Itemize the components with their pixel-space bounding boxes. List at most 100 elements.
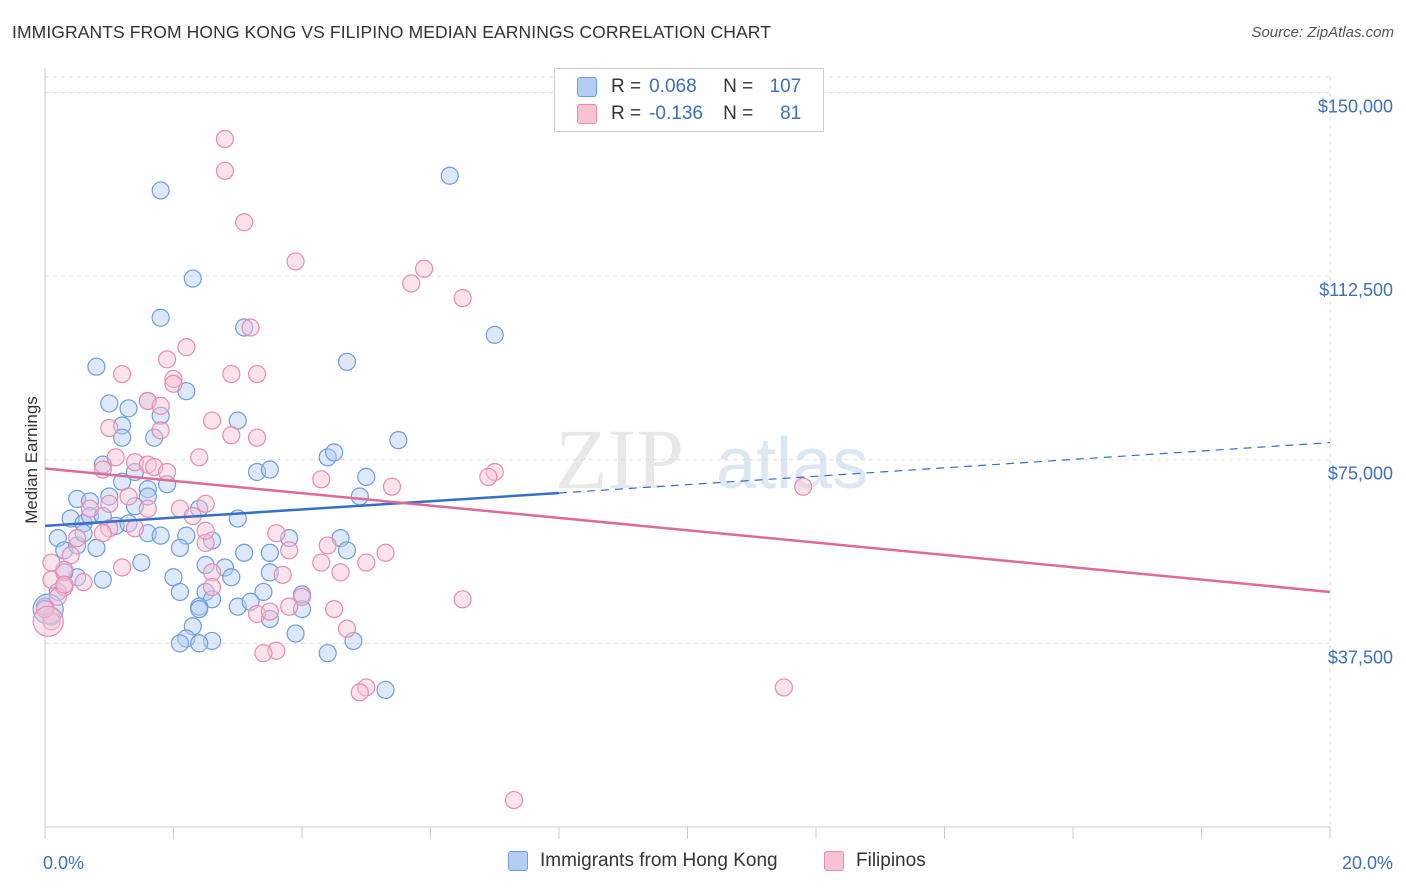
data-point-filipinos [196,521,215,540]
y-tick-label: $150,000 [1318,96,1393,116]
data-point-filipinos [280,597,299,616]
data-point-filipinos [402,274,421,293]
data-point-filipinos [350,683,369,702]
legend-r-label: R = [611,76,642,97]
data-point-filipinos [222,426,241,445]
y-tick-label: $75,000 [1328,464,1393,484]
data-point-hongkong [151,181,170,200]
data-point-filipinos [260,602,279,621]
data-point-hongkong [485,325,504,344]
watermark-atlas: atlas [716,424,868,504]
data-point-filipinos [151,421,170,440]
watermark-zip: ZIP [555,411,684,507]
data-point-filipinos [151,396,170,415]
data-point-hongkong [80,492,100,511]
data-point-filipinos [74,573,93,592]
data-point-filipinos [202,411,222,430]
data-point-hongkong [357,467,376,486]
data-point-hongkong [286,624,305,643]
data-point-hongkong [350,487,369,506]
data-point-filipinos [177,338,196,357]
data-point-filipinos [254,644,273,663]
data-point-filipinos [100,418,119,438]
data-point-filipinos [241,318,260,337]
data-point-hongkong [337,541,357,560]
data-point-filipinos [414,259,434,278]
data-point-hongkong [100,394,119,413]
data-point-filipinos [376,543,395,562]
legend-n-value: 107 [769,76,802,97]
data-point-hongkong [151,526,170,545]
data-point-hongkong [222,568,241,587]
trend-lines [44,442,1331,594]
data-point-filipinos [157,462,177,482]
data-point-hongkong [170,582,190,602]
legend-swatch-hongkong [577,77,597,97]
correlation-legend: R = 0.068 N = 107 R = -0.136 N = 81 [554,68,824,132]
data-point-hongkong [151,406,170,425]
data-point-hongkong [138,480,157,499]
data-point-filipinos [157,350,177,369]
chart-title: IMMIGRANTS FROM HONG KONG VS FILIPINO ME… [12,22,772,42]
data-point-filipinos [453,289,472,308]
legend-row-hongkong: R = 0.068 N = 107 [577,75,801,99]
data-point-hongkong [132,553,151,572]
data-point-hongkong [190,599,209,619]
data-point-filipinos [331,563,350,582]
x-tick-label: 0.0% [43,853,84,873]
data-point-filipinos [138,499,157,518]
series-legend-label: Immigrants from Hong Kong [540,850,778,871]
data-point-hongkong [260,460,279,479]
x-tick-labels: 0.0% 20.0% [43,853,1393,873]
data-point-hongkong [151,308,170,327]
data-point-hongkong [235,318,254,337]
data-point-hongkong [145,428,164,447]
data-point-hongkong [389,431,408,450]
data-point-hongkong [337,352,357,371]
data-point-filipinos [100,494,119,513]
data-point-filipinos [202,563,222,582]
legend-r-value: -0.136 [649,103,703,124]
series-filipinos-points [32,129,813,810]
legend-n-label: N = [723,76,754,97]
data-point-filipinos [112,558,132,577]
data-point-hongkong [100,487,119,506]
data-point-filipinos [190,448,209,467]
legend-row-filipinos: R = -0.136 N = 81 [577,102,801,126]
data-point-filipinos [42,553,61,572]
series-legend: Immigrants from Hong Kong Filipinos [0,850,1406,878]
series-legend-label: Filipinos [856,850,926,871]
series-hongkong-points [32,166,504,699]
series-legend-item-hongkong: Immigrants from Hong Kong [508,850,778,872]
data-point-filipinos [68,528,87,548]
data-point-hongkong [190,634,209,653]
data-point-hongkong [170,538,190,557]
data-point-filipinos [119,487,138,506]
data-point-hongkong [119,399,138,418]
data-point-filipinos [794,477,813,496]
data-point-filipinos [35,599,55,619]
chart-source: Source: ZipAtlas.com [1251,24,1394,41]
data-point-filipinos [479,467,498,486]
x-tick-label: 20.0% [1342,853,1393,873]
data-point-hongkong [235,543,254,562]
data-point-filipinos [325,599,344,619]
data-point-filipinos [106,448,125,467]
series-swatch-filipinos [824,851,844,871]
y-tick-label: $37,500 [1328,647,1393,667]
data-point-filipinos [453,590,472,609]
data-point-filipinos [504,790,524,810]
series-legend-item-filipinos: Filipinos [824,850,926,872]
trend-line-hongkong-projection [558,442,1331,494]
data-point-filipinos [32,605,64,637]
data-point-filipinos [93,524,112,543]
y-tick-labels: $37,500 $75,000 $112,500 $150,000 [1318,96,1393,667]
data-point-hongkong [93,570,112,589]
data-point-filipinos [337,619,357,638]
data-point-filipinos [164,369,183,389]
legend-r-label: R = [611,103,642,124]
data-point-hongkong [325,443,344,462]
data-point-hongkong [87,357,106,376]
data-point-hongkong [42,607,61,626]
data-point-filipinos [80,499,100,518]
